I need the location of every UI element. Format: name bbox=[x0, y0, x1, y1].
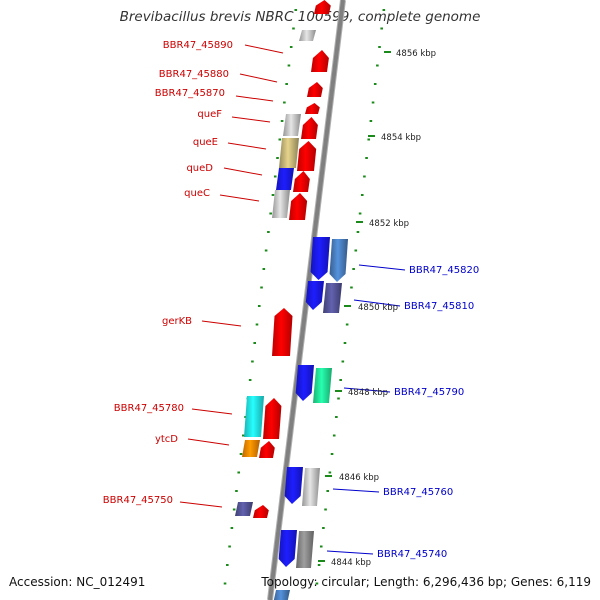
leader-line bbox=[227, 142, 267, 150]
gene-label[interactable]: queC bbox=[184, 188, 210, 199]
gene-block bbox=[289, 193, 308, 220]
gene-label[interactable]: BBR47_45810 bbox=[404, 301, 474, 312]
gene-label[interactable]: queD bbox=[186, 163, 213, 174]
gene-block bbox=[242, 440, 260, 457]
kbp-label: 4852 kbp bbox=[369, 219, 409, 229]
gene-block bbox=[301, 117, 318, 139]
gene-labels[interactable]: BBR47_45890 BBR47_45880 BBR47_45870 queF que… bbox=[103, 40, 479, 560]
gene-block bbox=[272, 308, 293, 356]
gene-block bbox=[307, 82, 323, 97]
leader-line bbox=[358, 264, 406, 271]
gene-block bbox=[310, 237, 330, 280]
leader-line bbox=[201, 320, 242, 327]
leader-line bbox=[223, 167, 263, 176]
leader-line bbox=[353, 299, 401, 307]
gene-block bbox=[313, 368, 332, 403]
gene-features bbox=[235, 0, 348, 600]
gene-label[interactable]: BBR47_45870 bbox=[155, 88, 225, 99]
map-title: Brevibacillus brevis NBRC 100599, comple… bbox=[119, 9, 481, 25]
gene-label[interactable]: gerKB bbox=[162, 316, 192, 327]
gene-block bbox=[279, 138, 299, 168]
gene-block bbox=[253, 505, 269, 518]
kbp-label: 4844 kbp bbox=[331, 558, 371, 568]
leader-line bbox=[191, 408, 233, 415]
topology-text: Topology: circular; Length: 6,296,436 bp… bbox=[261, 575, 591, 589]
gene-label[interactable]: BBR47_45880 bbox=[159, 69, 229, 80]
gene-block bbox=[305, 103, 320, 114]
gene-block bbox=[284, 467, 303, 504]
gene-block bbox=[311, 50, 329, 72]
gene-label[interactable]: BBR47_45890 bbox=[163, 40, 233, 51]
gene-block bbox=[305, 281, 324, 310]
gene-block bbox=[297, 141, 317, 171]
gene-label[interactable]: queF bbox=[197, 109, 222, 120]
gene-block bbox=[299, 30, 316, 41]
leader-line bbox=[244, 44, 284, 54]
gene-block bbox=[235, 502, 253, 516]
gene-block bbox=[273, 590, 290, 600]
gene-block bbox=[244, 396, 264, 437]
gene-label[interactable]: BBR47_45820 bbox=[409, 265, 479, 276]
gene-block bbox=[276, 168, 294, 190]
kbp-label: 4848 kbp bbox=[348, 388, 388, 398]
kbp-label: 4856 kbp bbox=[396, 49, 436, 59]
gene-label[interactable]: BBR47_45760 bbox=[383, 487, 453, 498]
gene-block bbox=[314, 0, 331, 14]
gene-block bbox=[263, 398, 282, 439]
gene-label[interactable]: BBR47_45790 bbox=[394, 387, 464, 398]
kbp-label: 4854 kbp bbox=[381, 133, 421, 143]
gene-block bbox=[295, 365, 314, 401]
gene-block bbox=[329, 239, 348, 282]
leader-line bbox=[187, 438, 230, 446]
gene-block bbox=[283, 114, 301, 136]
gene-block bbox=[323, 283, 342, 313]
accession-text: Accession: NC_012491 bbox=[9, 575, 146, 589]
kbp-label: 4846 kbp bbox=[339, 473, 379, 483]
leader-line bbox=[343, 387, 391, 393]
gene-block bbox=[259, 441, 275, 458]
gene-label[interactable]: BBR47_45750 bbox=[103, 495, 173, 506]
gene-label[interactable]: BBR47_45780 bbox=[114, 403, 184, 414]
gene-block bbox=[272, 190, 290, 218]
gene-block bbox=[293, 171, 310, 192]
leader-line bbox=[235, 95, 274, 102]
leader-line bbox=[179, 501, 223, 508]
kbp-markers: 4856 kbp 4854 kbp 4852 kbp 4850 kbp 4848 kbp… bbox=[318, 49, 436, 568]
gene-block bbox=[296, 531, 314, 568]
gene-block bbox=[278, 530, 297, 567]
gene-label[interactable]: ytcD bbox=[155, 434, 178, 445]
leader-line bbox=[231, 116, 271, 123]
label-leader-lines bbox=[179, 44, 406, 555]
leader-line bbox=[332, 488, 380, 493]
gene-label[interactable]: BBR47_45740 bbox=[377, 549, 447, 560]
gene-label[interactable]: queE bbox=[193, 137, 218, 148]
leader-line bbox=[219, 194, 260, 202]
leader-line bbox=[326, 550, 374, 555]
leader-line bbox=[239, 73, 278, 83]
gene-block bbox=[302, 468, 320, 506]
kbp-label: 4850 kbp bbox=[358, 303, 398, 313]
